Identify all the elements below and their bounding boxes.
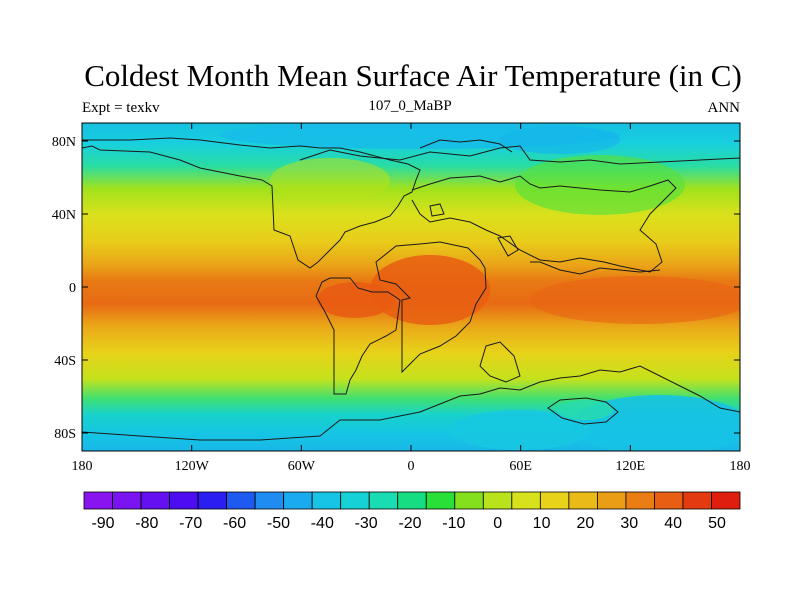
colorbar-labels: -90 -80 -70 -60 -50 -40 -30 -20 -10 0 10 20 30 40 50: [91, 515, 726, 532]
lat-ticks: [82, 140, 740, 434]
colorbar-label: -20: [398, 515, 421, 532]
se-asia-coast: [530, 261, 661, 275]
lat-label-80N: 80N: [52, 135, 76, 150]
experiment-label: Expt = texkv: [82, 100, 160, 116]
australia-coast: [547, 397, 619, 425]
eurasia-cool-region: [515, 155, 685, 215]
arctic-coast: [299, 145, 740, 165]
colorbar-label: -30: [355, 515, 378, 532]
samerica-hot-region: [317, 282, 393, 318]
colorbar-label: 40: [664, 515, 682, 532]
mid-east-island: [497, 235, 519, 257]
lon-label-180E: 180: [730, 459, 751, 474]
colorbar-label: -70: [179, 515, 202, 532]
colorbar-box: [368, 491, 399, 510]
lon-ticks: [81, 123, 741, 451]
colorbar-box: [511, 491, 541, 510]
colorbar-box: [425, 491, 456, 510]
lat-labels: 80N 40N 0 40S 80S: [52, 135, 76, 442]
lat-label-40N: 40N: [52, 208, 76, 223]
chart-title: Coldest Month Mean Surface Air Temperatu…: [84, 58, 742, 93]
africa-europe-coast: [375, 241, 487, 374]
colorbar-box: [596, 491, 627, 510]
colorbar-box: [568, 491, 598, 510]
colorbar-box: [283, 491, 313, 510]
antarctica-coast: [82, 365, 740, 441]
colorbar-box: [654, 491, 684, 510]
colorbar-box: [397, 491, 427, 510]
colorbar: [83, 491, 741, 510]
colorbar-label: 20: [577, 515, 595, 532]
antarctic-cold-center: [450, 410, 590, 450]
colorbar-box: [625, 491, 655, 510]
tropic-east-band: [530, 276, 740, 324]
colorbar-box: [454, 491, 484, 510]
lon-label-60E: 60E: [509, 459, 532, 474]
colorbar-label: -60: [223, 515, 246, 532]
lon-label-120W: 120W: [175, 459, 210, 474]
greenland-coast: [419, 139, 513, 153]
colorbar-box: [682, 491, 712, 510]
colorbar-box: [197, 491, 228, 510]
lon-label-0: 0: [408, 459, 415, 474]
colorbar-box: [539, 491, 570, 510]
season-label: ANN: [707, 100, 741, 116]
lon-label-180W: 180: [72, 459, 93, 474]
north-atlantic-island: [429, 203, 445, 217]
colorbar-box: [711, 491, 741, 510]
colorbar-box: [482, 491, 513, 510]
lon-label-120E: 120E: [616, 459, 646, 474]
lat-label-40S: 40S: [54, 354, 76, 369]
india-coast: [479, 341, 521, 383]
australia-cool-region: [557, 400, 613, 420]
colorbar-label: 50: [708, 515, 726, 532]
greenland-cold-region: [500, 126, 620, 154]
colorbar-label: -80: [135, 515, 158, 532]
lon-labels: 180 120W 60W 0 60E 120E 180: [72, 459, 751, 474]
colorbar-box: [169, 491, 199, 510]
colorbar-box: [311, 491, 342, 510]
colorbar-box: [254, 491, 285, 510]
colorbar-label: 0: [493, 515, 502, 532]
coastlines: [82, 137, 740, 441]
colorbar-label: -50: [267, 515, 290, 532]
colorbar-label: -90: [91, 515, 114, 532]
nameric-cool-region: [270, 158, 390, 202]
lat-label-80S: 80S: [54, 427, 76, 442]
north-america-coast: [82, 137, 421, 269]
period-label: 107_0_MaBP: [368, 98, 452, 114]
africa-hot-region: [370, 255, 490, 325]
colorbar-label: 30: [620, 515, 638, 532]
colorbar-label: -40: [311, 515, 334, 532]
colorbar-label: -10: [442, 515, 465, 532]
lat-label-0: 0: [69, 281, 76, 296]
colorbar-box: [112, 491, 142, 510]
lon-label-60W: 60W: [288, 459, 316, 474]
south-america-coast: [315, 277, 401, 395]
eurasia-coast: [411, 175, 677, 273]
colorbar-box: [340, 491, 370, 510]
colorbar-box: [226, 491, 256, 510]
colorbar-box: [140, 491, 170, 510]
colorbar-box: [83, 491, 113, 510]
colorbar-label: 10: [533, 515, 551, 532]
